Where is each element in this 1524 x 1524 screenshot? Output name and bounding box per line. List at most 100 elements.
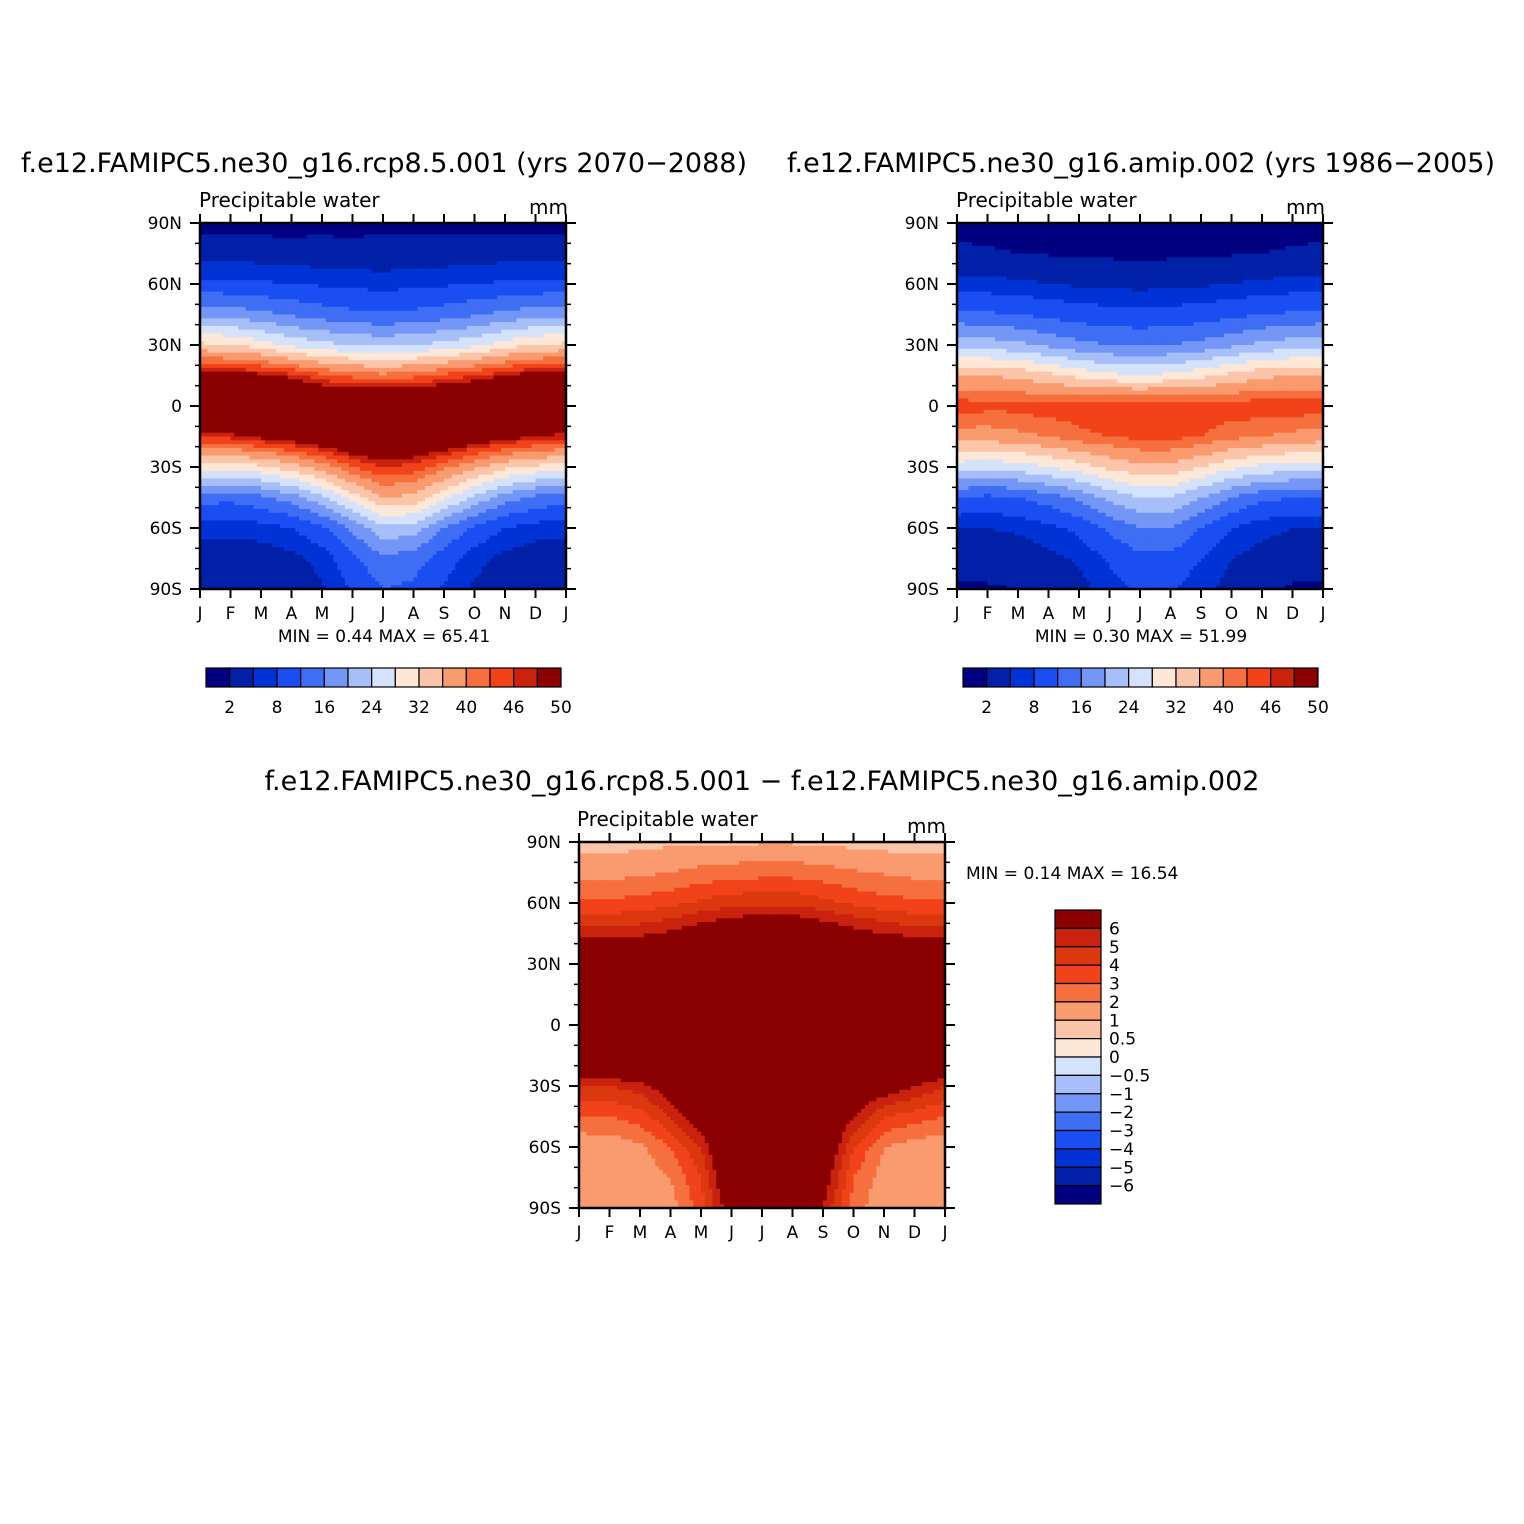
contour-cell — [444, 349, 448, 353]
contour-cell — [360, 318, 364, 322]
contour-cell — [231, 318, 235, 322]
contour-cell — [539, 276, 543, 280]
contour-cell — [467, 337, 471, 341]
contour-cell — [463, 242, 467, 246]
contour-cell — [375, 368, 379, 372]
contour-cell — [509, 387, 513, 391]
contour-cell — [520, 330, 524, 334]
panel-title: f.e12.FAMIPC5.ne30_g16.rcp8.5.001 (yrs 2… — [21, 148, 747, 179]
contour-cell — [375, 257, 379, 261]
contour-cell — [467, 295, 471, 299]
contour-cell — [299, 383, 303, 387]
contour-cell — [272, 307, 276, 311]
contour-cell — [516, 391, 520, 395]
contour-cell — [421, 368, 425, 372]
contour-cell — [356, 295, 360, 299]
contour-cell — [452, 303, 456, 307]
contour-cell — [208, 311, 212, 315]
contour-cell — [257, 337, 261, 341]
contour-cell — [337, 227, 341, 231]
contour-cell — [330, 379, 334, 383]
contour-cell — [436, 368, 440, 372]
contour-cell — [398, 318, 402, 322]
contour-cell — [272, 398, 276, 402]
contour-cell — [463, 246, 467, 250]
contour-cell — [223, 299, 227, 303]
contour-cell — [406, 337, 410, 341]
contour-cell — [280, 318, 284, 322]
contour-cell — [219, 254, 223, 258]
contour-cell — [440, 353, 444, 357]
contour-cell — [513, 341, 517, 345]
contour-cell — [482, 356, 486, 360]
contour-cell — [295, 322, 299, 326]
contour-cell — [440, 284, 444, 288]
contour-cell — [433, 227, 437, 231]
contour-cell — [429, 376, 433, 380]
contour-cell — [341, 345, 345, 349]
contour-cell — [482, 276, 486, 280]
contour-cell — [250, 242, 254, 246]
contour-cell — [299, 349, 303, 353]
contour-cell — [211, 345, 215, 349]
contour-cell — [459, 376, 463, 380]
contour-cell — [543, 387, 547, 391]
contour-cell — [486, 295, 490, 299]
contour-cell — [387, 269, 391, 273]
contour-cell — [257, 307, 261, 311]
contour-cell — [410, 292, 414, 296]
contour-cell — [242, 353, 246, 357]
contour-cell — [227, 269, 231, 273]
contour-cell — [505, 242, 509, 246]
contour-cell — [246, 303, 250, 307]
contour-cell — [231, 273, 235, 277]
contour-cell — [227, 334, 231, 338]
contour-cell — [387, 299, 391, 303]
contour-cell — [238, 299, 242, 303]
contour-cell — [429, 273, 433, 277]
contour-cell — [341, 360, 345, 364]
contour-cell — [543, 315, 547, 319]
panel-left-label: Precipitable water — [199, 188, 380, 212]
contour-cell — [250, 318, 254, 322]
contour-cell — [543, 250, 547, 254]
contour-cell — [558, 307, 562, 311]
contour-cell — [372, 360, 376, 364]
contour-cell — [490, 246, 494, 250]
contour-cell — [257, 254, 261, 258]
contour-cell — [211, 372, 215, 376]
contour-cell — [288, 299, 292, 303]
contour-cell — [253, 326, 257, 330]
contour-cell — [547, 269, 551, 273]
contour-cell — [490, 341, 494, 345]
contour-cell — [421, 261, 425, 265]
contour-cell — [341, 391, 345, 395]
contour-cell — [364, 284, 368, 288]
contour-cell — [455, 315, 459, 319]
contour-cell — [558, 368, 562, 372]
contour-cell — [242, 330, 246, 334]
contour-cell — [414, 307, 418, 311]
contour-cell — [227, 376, 231, 380]
contour-cell — [292, 234, 296, 238]
contour-cell — [242, 383, 246, 387]
contour-cell — [459, 250, 463, 254]
contour-cell — [326, 330, 330, 334]
contour-cell — [425, 276, 429, 280]
contour-cell — [516, 360, 520, 364]
contour-cell — [227, 238, 231, 242]
contour-cell — [379, 311, 383, 315]
contour-cell — [292, 280, 296, 284]
contour-cell — [555, 257, 559, 261]
contour-cell — [379, 227, 383, 231]
contour-cell — [387, 322, 391, 326]
contour-cell — [448, 234, 452, 238]
contour-cell — [211, 246, 215, 250]
contour-cell — [394, 238, 398, 242]
contour-cell — [372, 307, 376, 311]
contour-cell — [276, 254, 280, 258]
contour-cell — [383, 273, 387, 277]
contour-cell — [261, 368, 265, 372]
contour-cell — [276, 356, 280, 360]
contour-cell — [524, 322, 528, 326]
